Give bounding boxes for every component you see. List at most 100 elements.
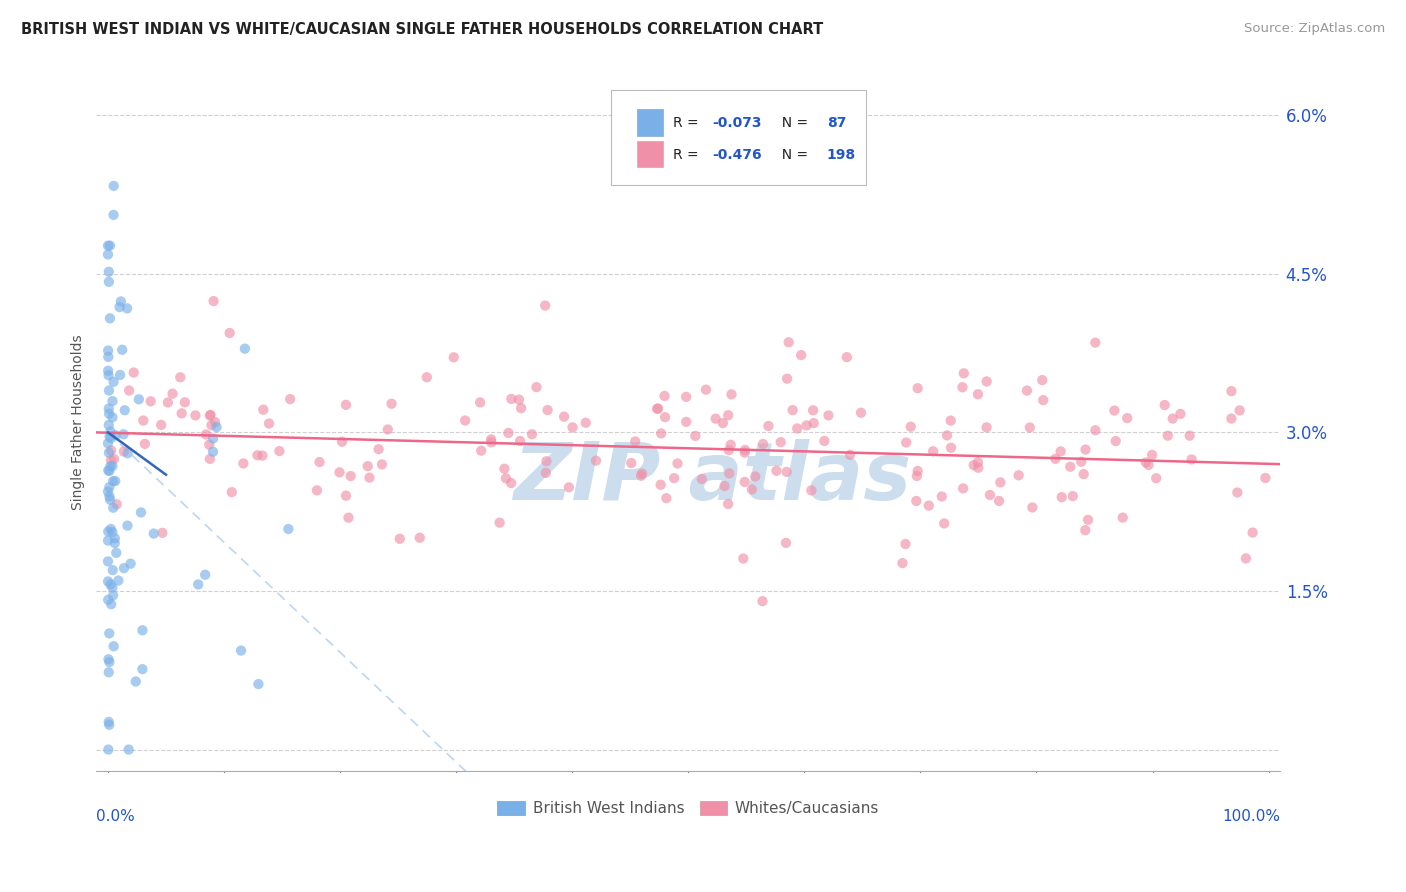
Point bbox=[1073, 467, 1095, 482]
Point bbox=[1008, 468, 1031, 483]
Point bbox=[1084, 335, 1107, 350]
Point bbox=[918, 499, 941, 513]
Point bbox=[377, 422, 399, 436]
Point bbox=[1220, 384, 1243, 399]
Point bbox=[97, 463, 120, 477]
Point bbox=[720, 438, 742, 452]
Point bbox=[1170, 407, 1192, 421]
Point bbox=[252, 402, 274, 417]
Point bbox=[454, 413, 477, 427]
Point bbox=[269, 444, 291, 458]
Point bbox=[1157, 428, 1180, 442]
Point bbox=[717, 443, 740, 458]
Point bbox=[1062, 489, 1084, 503]
Point bbox=[359, 470, 381, 484]
Point bbox=[202, 294, 225, 309]
Point bbox=[662, 471, 685, 485]
Point bbox=[952, 367, 974, 381]
FancyBboxPatch shape bbox=[612, 90, 866, 185]
Point bbox=[100, 597, 122, 611]
Point bbox=[713, 479, 735, 493]
Point bbox=[1241, 525, 1264, 540]
Point bbox=[536, 454, 558, 468]
Point bbox=[1116, 411, 1139, 425]
Point bbox=[97, 484, 120, 499]
Point bbox=[97, 401, 120, 416]
Point bbox=[101, 475, 124, 489]
Point bbox=[758, 419, 780, 434]
Point bbox=[963, 458, 986, 473]
Point bbox=[101, 410, 124, 425]
Point bbox=[553, 409, 575, 424]
Point bbox=[194, 567, 217, 582]
Point bbox=[782, 403, 804, 417]
Point bbox=[1135, 455, 1157, 469]
Point bbox=[769, 435, 792, 450]
Point bbox=[666, 457, 689, 471]
Text: BRITISH WEST INDIAN VS WHITE/CAUCASIAN SINGLE FATHER HOUSEHOLDS CORRELATION CHAR: BRITISH WEST INDIAN VS WHITE/CAUCASIAN S… bbox=[21, 22, 824, 37]
Point bbox=[103, 375, 125, 389]
Point bbox=[114, 403, 136, 417]
Point bbox=[156, 395, 179, 409]
Point bbox=[104, 428, 127, 442]
Point bbox=[1181, 452, 1204, 467]
Text: 87: 87 bbox=[827, 116, 846, 130]
FancyBboxPatch shape bbox=[637, 141, 664, 167]
Point bbox=[198, 409, 221, 423]
Point bbox=[98, 384, 121, 398]
Point bbox=[100, 577, 122, 591]
Point bbox=[717, 497, 740, 511]
Point bbox=[367, 442, 389, 457]
Point bbox=[122, 366, 145, 380]
Point bbox=[246, 448, 269, 462]
Point bbox=[247, 677, 270, 691]
Point bbox=[1049, 444, 1071, 458]
Point bbox=[1070, 455, 1092, 469]
Point bbox=[100, 443, 122, 458]
Point bbox=[1254, 471, 1277, 485]
Point bbox=[976, 375, 998, 389]
Point bbox=[98, 490, 121, 504]
Point bbox=[98, 238, 121, 252]
Point bbox=[1059, 459, 1081, 474]
Point bbox=[108, 300, 131, 314]
Point bbox=[97, 368, 120, 383]
Text: R =: R = bbox=[673, 147, 703, 161]
Point bbox=[371, 458, 394, 472]
Point bbox=[97, 533, 120, 548]
Point bbox=[1105, 434, 1128, 449]
Point bbox=[100, 431, 122, 445]
Point bbox=[409, 531, 432, 545]
Point bbox=[561, 420, 583, 434]
Point bbox=[97, 446, 120, 460]
Point bbox=[1104, 403, 1126, 417]
Point bbox=[380, 397, 402, 411]
Point bbox=[775, 536, 797, 550]
Point bbox=[800, 483, 823, 498]
Point bbox=[470, 443, 492, 458]
Point bbox=[173, 395, 195, 409]
Point bbox=[100, 425, 122, 439]
Point bbox=[1050, 490, 1073, 504]
Point bbox=[751, 594, 773, 608]
Point bbox=[98, 626, 121, 640]
Text: N =: N = bbox=[773, 147, 813, 161]
Point bbox=[479, 433, 502, 447]
Point bbox=[108, 368, 131, 382]
Point bbox=[1077, 513, 1099, 527]
Point bbox=[142, 526, 165, 541]
Point bbox=[711, 416, 734, 430]
Point bbox=[1226, 485, 1249, 500]
Point bbox=[112, 427, 135, 442]
Point bbox=[1084, 423, 1107, 437]
Point bbox=[1220, 411, 1243, 425]
Point bbox=[101, 394, 124, 409]
Point bbox=[101, 525, 124, 540]
Point bbox=[776, 372, 799, 386]
Point bbox=[328, 466, 350, 480]
Point bbox=[1144, 471, 1167, 485]
Point bbox=[97, 436, 120, 450]
Point bbox=[501, 392, 523, 406]
Point bbox=[744, 469, 766, 483]
Point bbox=[107, 574, 129, 588]
